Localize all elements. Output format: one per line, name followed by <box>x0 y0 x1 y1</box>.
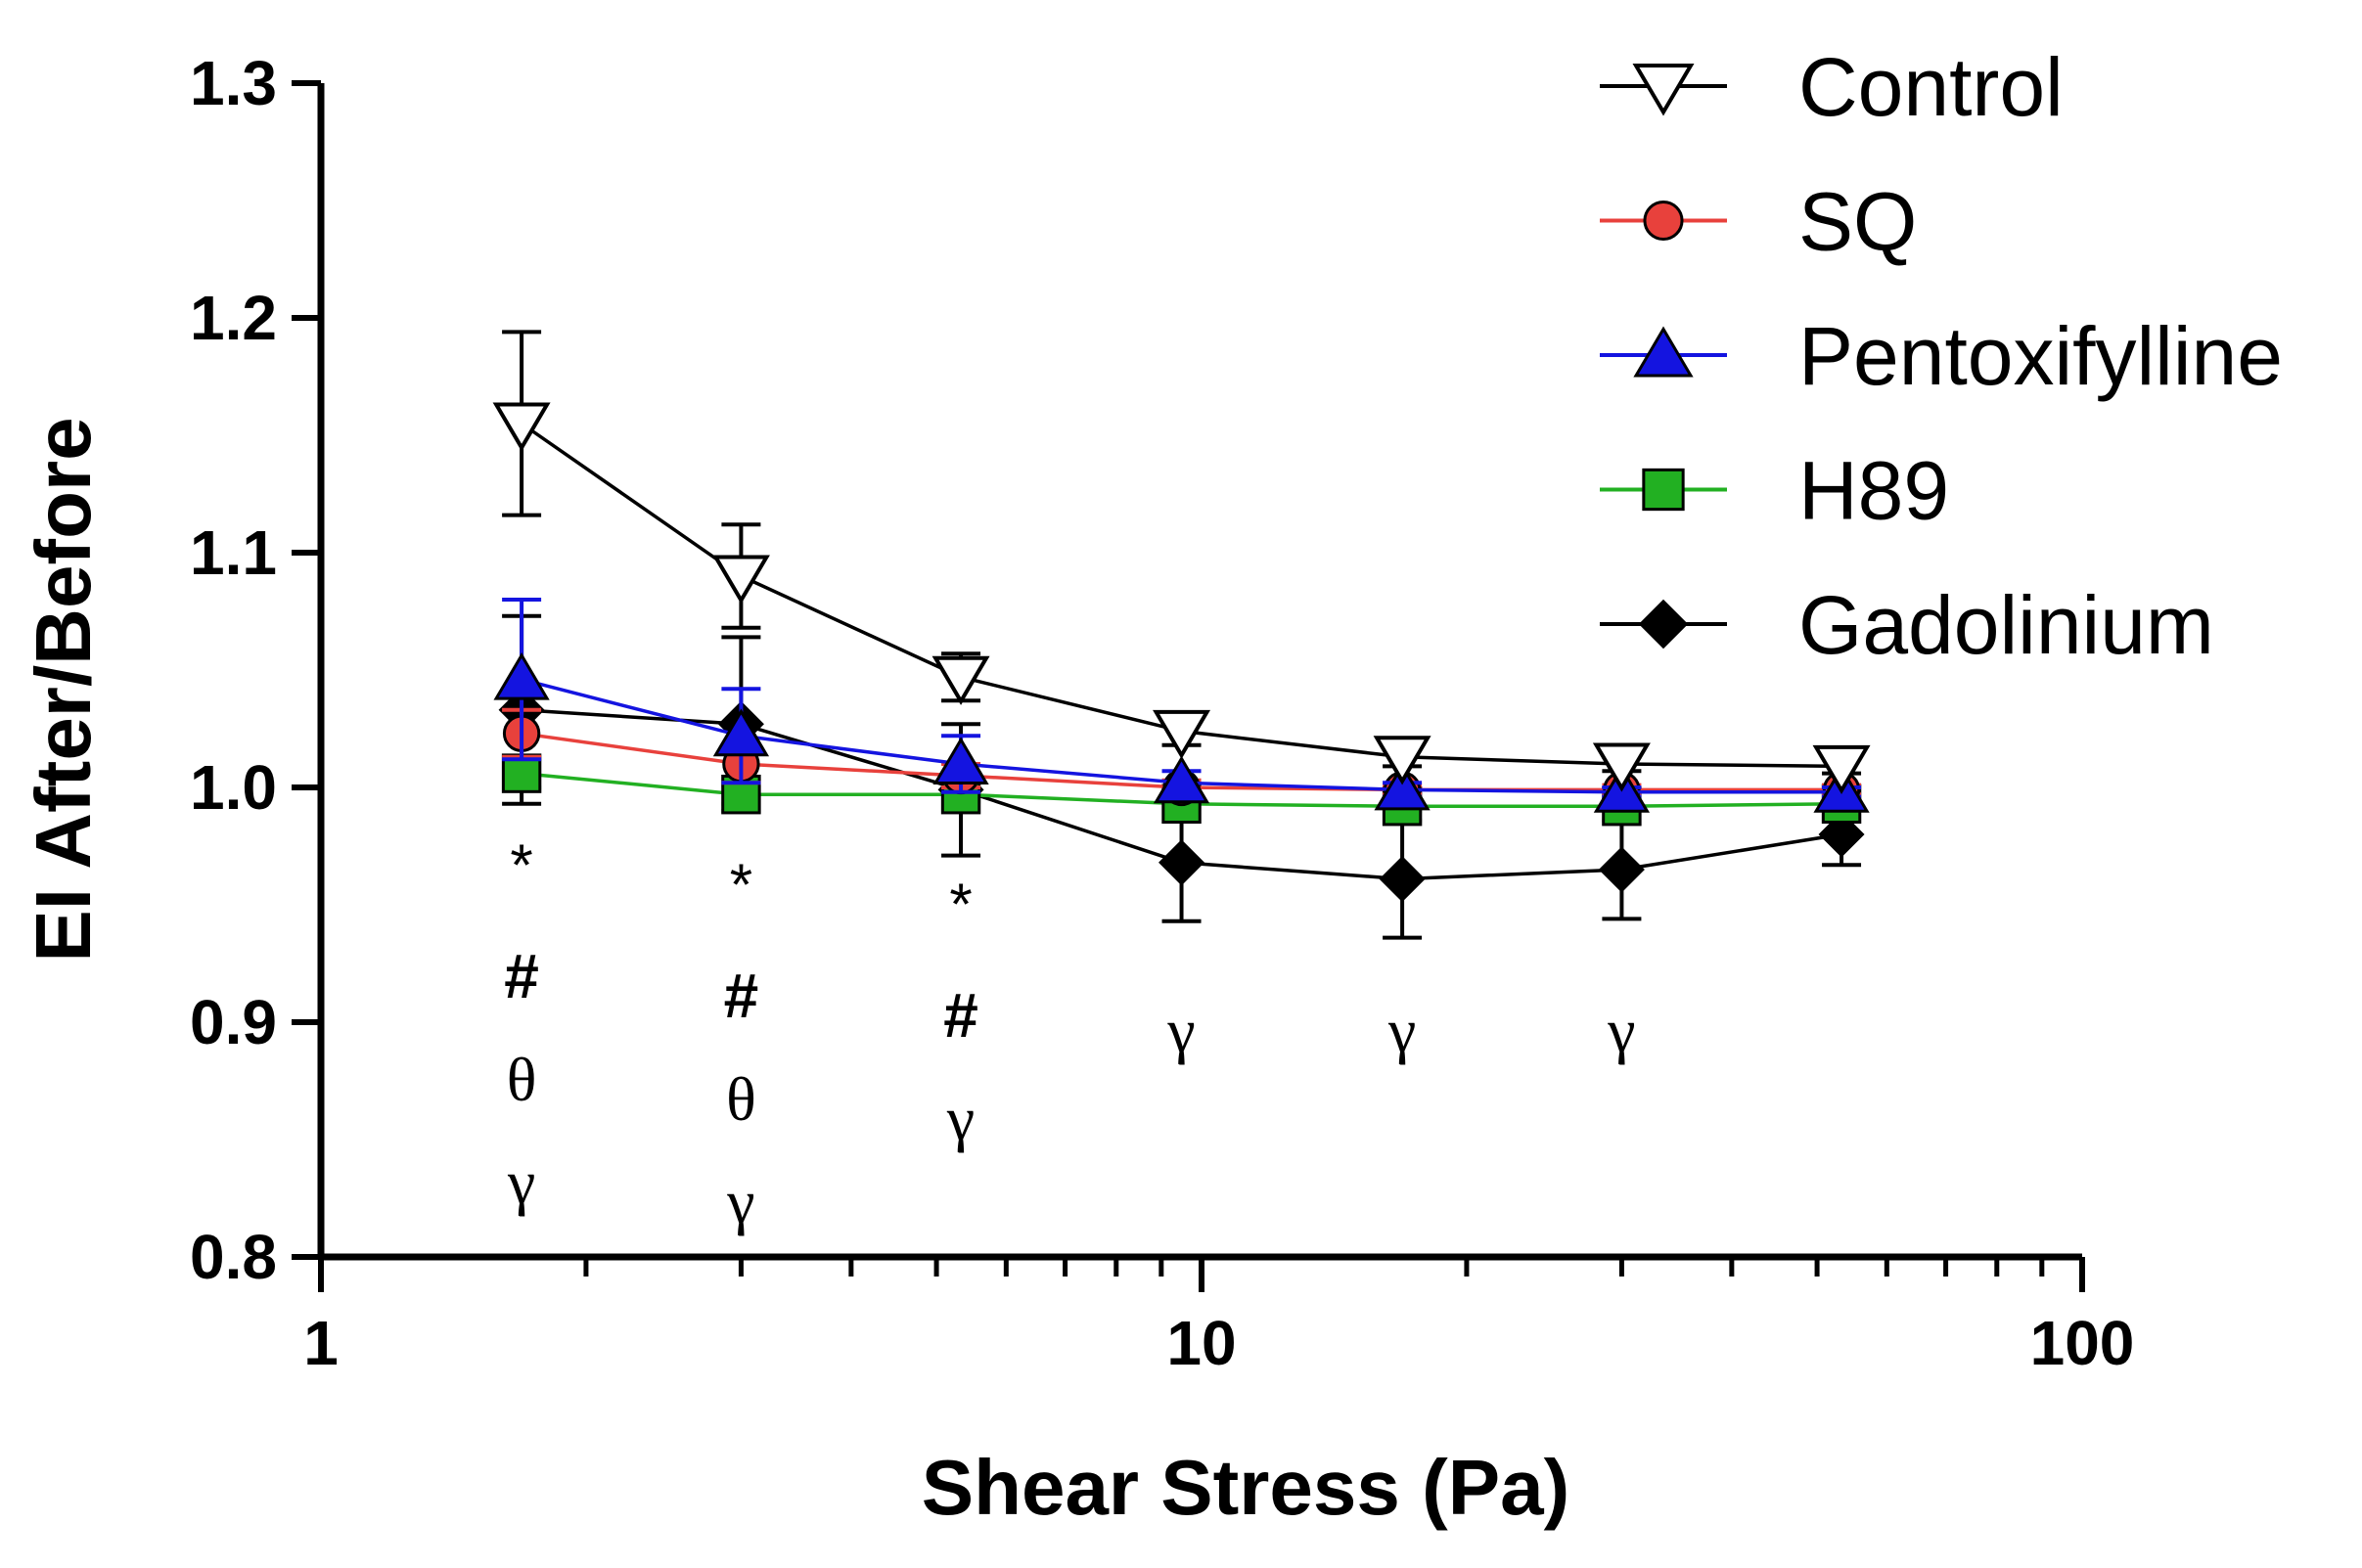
significance-mark: * <box>949 872 972 937</box>
legend-marker <box>1643 200 1684 242</box>
legend-item-control: Control <box>1600 41 2064 133</box>
data-point <box>711 555 770 605</box>
data-point <box>1373 736 1431 785</box>
data-point <box>492 402 551 452</box>
significance-mark: γ <box>1607 996 1635 1065</box>
axes-layer: 0.8 0.9 1.0 1.1 1.2 1.3 1 10 100 <box>190 48 2134 1378</box>
legend-marker <box>1638 599 1689 650</box>
legend-label: Gadolinium <box>1798 579 2214 671</box>
data-point <box>1598 846 1645 893</box>
data-point <box>1153 755 1210 804</box>
data-point <box>1374 762 1431 811</box>
y-tick-label: 1.3 <box>190 48 277 118</box>
x-tick-label: 1 <box>303 1308 339 1378</box>
significance-mark: γ <box>1166 996 1195 1065</box>
y-tick-label: 1.1 <box>190 517 277 588</box>
significance-mark: # <box>943 980 978 1051</box>
significance-mark: * <box>510 832 532 898</box>
legend-item-sq: SQ <box>1600 176 1917 268</box>
y-tick-label: 1.0 <box>190 752 277 823</box>
series-pentoxifylline <box>493 598 1870 813</box>
legend-marker <box>1633 326 1694 378</box>
data-point <box>1158 839 1205 886</box>
data-point <box>1153 709 1211 760</box>
significance-mark: γ <box>1387 996 1416 1065</box>
legend: Control SQ Pentoxifylline H89 Gadolinium <box>1600 41 2283 671</box>
x-tick-label: 100 <box>2030 1308 2135 1378</box>
significance-mark: θ <box>726 1064 756 1134</box>
significance-mark: * <box>730 852 752 918</box>
significance-mark: θ <box>507 1045 537 1114</box>
data-point <box>712 708 770 757</box>
significance-mark: γ <box>946 1084 975 1153</box>
legend-item-pentoxifylline: Pentoxifylline <box>1600 310 2283 402</box>
legend-item-gadolinium: Gadolinium <box>1600 579 2214 671</box>
series-control <box>492 330 1871 795</box>
y-tick-label: 0.8 <box>190 1222 277 1292</box>
significance-mark: γ <box>507 1147 535 1217</box>
data-point <box>1379 856 1426 903</box>
legend-label: Control <box>1798 41 2064 133</box>
x-axis-title: Shear Stress (Pa) <box>922 1444 1570 1531</box>
significance-annotations: *#θγ*#θγ*#γγ γ γ <box>504 832 1635 1236</box>
significance-mark: γ <box>726 1167 754 1236</box>
y-axis-title: EI After/Before <box>20 417 107 962</box>
data-point <box>1592 742 1651 792</box>
y-tick-label: 1.2 <box>190 283 277 353</box>
x-tick-label: 10 <box>1166 1308 1236 1378</box>
data-point <box>932 737 989 784</box>
data-point <box>931 655 990 705</box>
y-tick-label: 0.9 <box>190 987 277 1057</box>
legend-item-h89: H89 <box>1600 445 1949 537</box>
legend-label: SQ <box>1798 176 1917 268</box>
data-point <box>1812 744 1871 795</box>
legend-label: H89 <box>1798 445 1949 537</box>
series-layer <box>492 330 1871 940</box>
legend-marker <box>1632 64 1695 116</box>
significance-mark: # <box>504 941 539 1011</box>
legend-label: Pentoxifylline <box>1798 310 2283 402</box>
data-point <box>493 651 550 700</box>
significance-mark: # <box>724 961 759 1031</box>
legend-marker <box>1642 468 1685 512</box>
